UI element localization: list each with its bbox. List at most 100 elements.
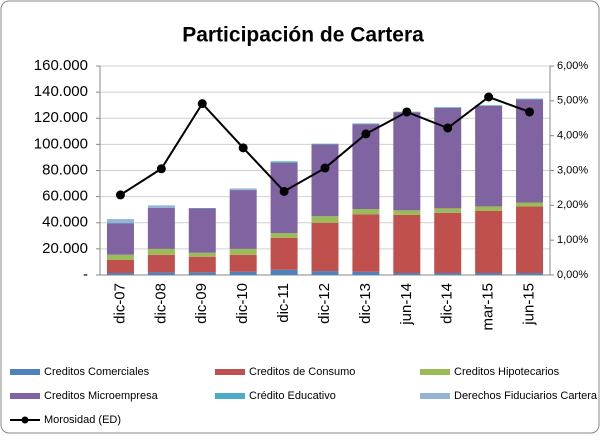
bar-segment [475,211,502,273]
bar-segment [475,273,502,275]
legend-swatch [22,417,29,424]
x-tick-label: mar-15 [480,283,497,331]
bar-segment [312,144,339,216]
bar-segment [230,272,257,275]
bar-segment [189,272,216,275]
bar-segment [516,273,543,275]
y2-tick-label: 6,00% [557,60,588,72]
bar-segment [271,163,298,234]
x-tick-label: dic-12 [316,283,333,324]
line-point [116,190,125,199]
bar-segment [352,214,379,271]
line-point [525,107,534,116]
x-tick-label: dic-11 [275,283,292,323]
bar-segment [230,190,257,249]
line-point [402,107,411,116]
y-tick-label: - [83,266,88,283]
line-point [280,187,289,196]
y2-tick-label: 1,00% [557,234,588,246]
bar-segment [107,223,134,254]
bar-segment [107,255,134,260]
legend-label: Creditos Comerciales [44,366,150,378]
bar-segment [352,272,379,275]
bar-segment [189,257,216,273]
x-tick-label: dic-08 [152,283,169,324]
bar-segment [148,208,175,249]
bar-segment [148,205,175,207]
legend-swatch [420,369,450,375]
bar-segment [189,253,216,257]
legend-swatch [10,369,40,375]
line-point [321,164,330,173]
line-point [361,129,370,138]
bar-segment [475,106,502,207]
bar-segment [271,238,298,270]
legend-swatch [420,393,450,399]
y-tick-label: 160.000 [34,57,88,74]
bar-segment [352,123,379,124]
y-tick-label: 140.000 [34,83,88,100]
y-tick-label: 100.000 [34,135,88,152]
bar-segment [516,206,543,273]
y2-tick-label: 2,00% [557,199,588,211]
x-tick-label: dic-07 [111,283,128,324]
bar-segment [393,112,420,210]
bar-segment [271,233,298,238]
line-point [239,143,248,152]
legend-label: Derechos Fiduciarios Cartera [454,390,598,402]
y2-tick-label: 5,00% [557,95,588,107]
bar-segment [312,144,339,145]
bar-segment [271,161,298,162]
x-tick-label: jun-15 [521,283,538,326]
bar-segment [312,216,339,223]
bar-segment [516,203,543,207]
legend-label: Creditos Microempresa [44,390,159,402]
bar-segment [312,271,339,275]
bar-segment [148,272,175,275]
y-tick-label: 60.000 [42,188,88,205]
legend-label: Crédito Educativo [249,390,336,402]
bar-segment [230,255,257,272]
bar-segment [393,215,420,273]
bar-segment [148,255,175,273]
bar-segment [148,249,175,255]
legend-swatch [10,393,40,399]
x-tick-label: jun-14 [398,283,415,326]
bar-segment [312,223,339,271]
bar-segment [434,107,461,108]
line-point [157,164,166,173]
y2-tick-label: 4,00% [557,130,588,142]
y2-tick-label: 0,00% [557,269,588,281]
line-point [198,99,207,108]
x-tick-label: dic-10 [234,283,251,324]
chart-title: Participación de Cartera [182,24,424,47]
bar-segment [434,213,461,273]
bar-segment [107,273,134,275]
x-tick-label: dic-09 [193,283,210,324]
bar-segment [393,210,420,215]
legend-label: Creditos de Consumo [249,366,355,378]
bar-segment [352,209,379,214]
y2-tick-label: 3,00% [557,164,588,176]
x-tick-label: dic-13 [357,283,374,324]
bar-segment [271,270,298,275]
line-point [443,124,452,133]
line-point [484,93,493,102]
y-tick-label: 80.000 [42,161,88,178]
bar-segment [516,99,543,100]
legend-label: Morosidad (ED) [44,414,121,426]
y-tick-label: 40.000 [42,214,88,231]
bar-segment [434,208,461,213]
bar-segment [434,108,461,209]
bar-segment [393,273,420,275]
legend-swatch [215,369,245,375]
bar-segment [107,219,134,223]
bar-segment [434,273,461,275]
bar-segment [475,206,502,211]
legend-label: Creditos Hipotecarios [454,366,560,378]
bar-segment [189,208,216,252]
y-tick-label: 120.000 [34,109,88,126]
bar-segment [230,249,257,255]
bar-segment [230,188,257,189]
